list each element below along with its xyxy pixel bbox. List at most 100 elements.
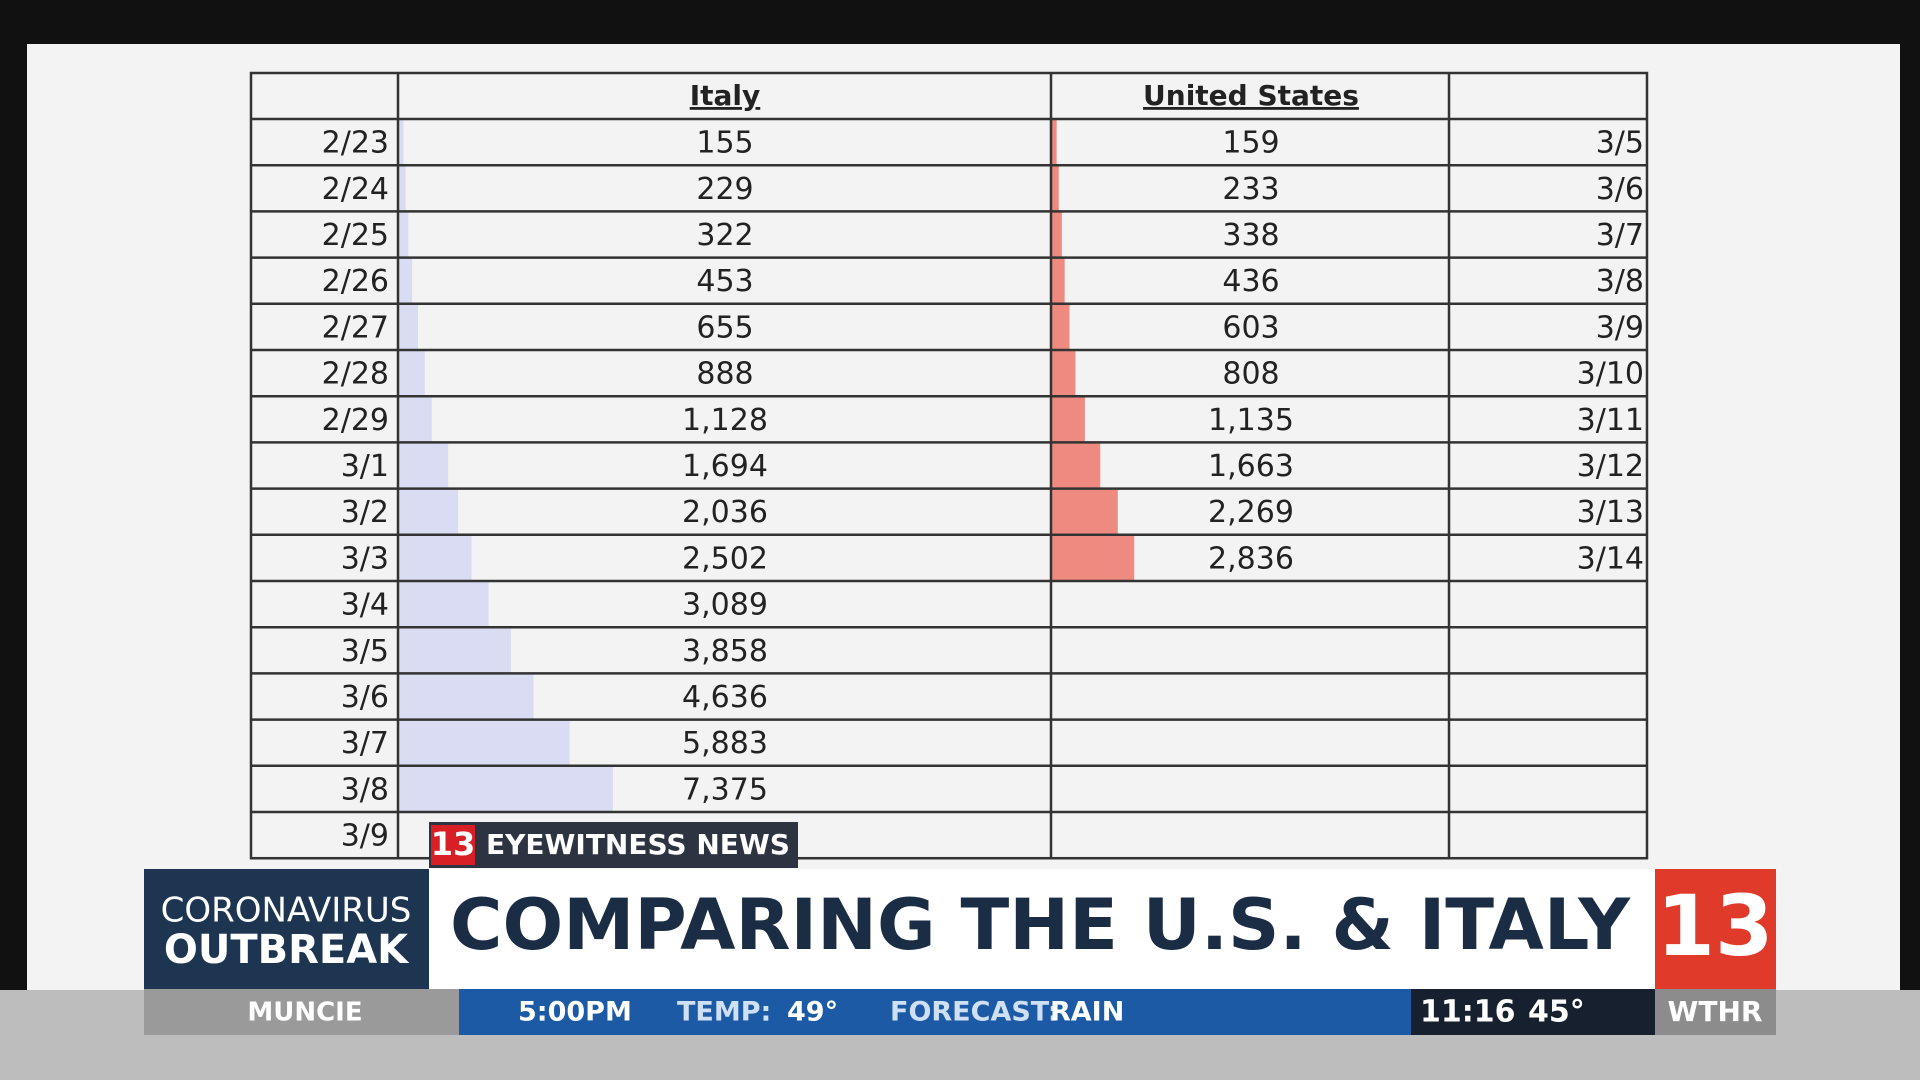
italy-cases: 2,036 xyxy=(682,495,768,530)
case-bar xyxy=(1052,489,1118,535)
italy-cases: 322 xyxy=(696,218,753,253)
case-bar xyxy=(399,720,570,766)
italy-date: 3/5 xyxy=(341,634,389,669)
location-box xyxy=(144,989,459,1035)
case-bar xyxy=(1052,120,1057,166)
us-cases: 338 xyxy=(1222,218,1279,253)
tag-text: EYEWITNESS NEWS xyxy=(486,828,790,861)
case-bar xyxy=(399,443,449,489)
case-bar xyxy=(399,766,613,812)
italy-cases: 655 xyxy=(696,310,753,345)
headline-box xyxy=(429,869,1655,989)
column-header: United States xyxy=(1143,79,1359,112)
italy-cases: 3,858 xyxy=(682,634,768,669)
italy-date: 3/4 xyxy=(341,588,389,623)
us-date: 3/7 xyxy=(1596,218,1644,253)
station: WTHR xyxy=(1668,995,1763,1028)
section-box xyxy=(144,869,429,989)
us-cases: 603 xyxy=(1222,310,1279,345)
case-bar xyxy=(1052,443,1101,489)
case-bar xyxy=(399,351,425,397)
column-header: Italy xyxy=(690,79,761,112)
section-line-1: CORONAVIRUS xyxy=(161,891,412,931)
us-cases: 2,269 xyxy=(1208,495,1294,530)
logo: 13 xyxy=(1657,877,1774,975)
case-bar xyxy=(399,489,459,535)
case-bar xyxy=(399,120,404,166)
italy-date: 3/7 xyxy=(341,726,389,761)
case-bar xyxy=(1052,166,1059,212)
italy-date: 2/28 xyxy=(322,357,389,392)
italy-cases: 1,694 xyxy=(682,449,768,484)
weather-box xyxy=(459,989,1411,1035)
us-date: 3/14 xyxy=(1577,541,1644,576)
italy-cases: 1,128 xyxy=(682,403,768,438)
case-bar xyxy=(1052,535,1135,581)
tag-box xyxy=(429,822,798,868)
italy-date: 2/27 xyxy=(322,310,389,345)
time: 5:00PM xyxy=(518,997,632,1028)
case-bar xyxy=(399,674,534,720)
case-bar xyxy=(399,582,489,628)
case-bar xyxy=(1052,397,1085,443)
italy-date: 3/6 xyxy=(341,680,389,715)
us-date: 3/11 xyxy=(1577,403,1644,438)
italy-date: 3/8 xyxy=(341,772,389,807)
case-bar xyxy=(399,397,432,443)
us-cases: 159 xyxy=(1222,126,1279,161)
clock-box xyxy=(1411,989,1655,1035)
italy-cases: 155 xyxy=(696,126,753,161)
case-bar xyxy=(399,212,409,258)
logo-box xyxy=(1655,869,1776,989)
us-date: 3/5 xyxy=(1596,126,1644,161)
case-bar xyxy=(1052,351,1076,397)
italy-cases: 4,636 xyxy=(682,680,768,715)
us-date: 3/13 xyxy=(1577,495,1644,530)
us-date: 3/10 xyxy=(1577,357,1644,392)
case-bar xyxy=(399,304,418,350)
case-bar xyxy=(399,628,511,674)
us-date: 3/6 xyxy=(1596,172,1644,207)
italy-date: 3/1 xyxy=(341,449,389,484)
us-cases: 436 xyxy=(1222,264,1279,299)
table: Italy United States 2/23 155 2/24 229 2/25 322 2… xyxy=(249,71,1649,860)
location: MUNCIE xyxy=(247,998,362,1028)
temp: 49° xyxy=(787,997,838,1028)
italy-cases: 453 xyxy=(696,264,753,299)
tag-number: 13 xyxy=(431,825,476,863)
forecast: RAIN xyxy=(1050,997,1124,1028)
us-date: 3/9 xyxy=(1596,310,1644,345)
italy-date: 2/23 xyxy=(322,126,389,161)
italy-date: 2/25 xyxy=(322,218,389,253)
us-cases: 1,135 xyxy=(1208,403,1294,438)
italy-cases: 3,089 xyxy=(682,588,768,623)
case-bar xyxy=(399,535,472,581)
case-bar xyxy=(1052,212,1062,258)
italy-cases: 7,375 xyxy=(682,772,768,807)
italy-date: 3/3 xyxy=(341,541,389,576)
clock: 11:16 xyxy=(1420,995,1516,1030)
us-cases: 2,836 xyxy=(1208,541,1294,576)
case-bar xyxy=(399,166,406,212)
italy-cases: 2,502 xyxy=(682,541,768,576)
forecast-label: FORECAST: xyxy=(890,997,1059,1028)
case-bar xyxy=(1052,258,1065,304)
temp-label: TEMP: xyxy=(677,997,771,1028)
us-cases: 1,663 xyxy=(1208,449,1294,484)
us-date: 3/12 xyxy=(1577,449,1644,484)
italy-cases: 5,883 xyxy=(682,726,768,761)
italy-date: 2/24 xyxy=(322,172,389,207)
italy-date: 2/26 xyxy=(322,264,389,299)
station-box xyxy=(1655,989,1776,1035)
italy-date: 3/2 xyxy=(341,495,389,530)
section-line-2: OUTBREAK xyxy=(164,927,410,973)
current-temp: 45° xyxy=(1528,995,1585,1030)
tag-logo xyxy=(431,825,475,865)
italy-date: 2/29 xyxy=(322,403,389,438)
us-cases: 233 xyxy=(1222,172,1279,207)
us-date: 3/8 xyxy=(1596,264,1644,299)
italy-cases: 229 xyxy=(696,172,753,207)
italy-date: 3/9 xyxy=(341,819,389,854)
case-bar xyxy=(1052,304,1070,350)
